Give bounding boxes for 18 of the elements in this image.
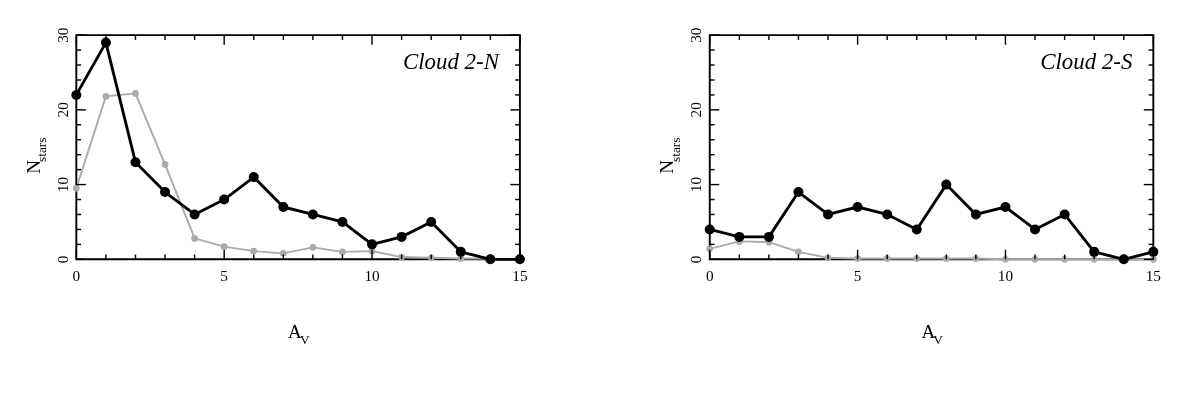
y-tick-label: 10 <box>53 176 71 193</box>
y-tick-label: 10 <box>687 176 705 193</box>
y-axis-title: Nstars <box>656 137 683 174</box>
y-tick-label: 30 <box>53 27 71 43</box>
annotation: Cloud 2-N <box>402 48 501 74</box>
y-tick-label: 30 <box>687 27 705 43</box>
y-tick-label: 20 <box>687 101 705 118</box>
x-tick-label: 15 <box>512 267 528 285</box>
y-tick-label: 20 <box>53 101 71 118</box>
x-tick-label: 10 <box>364 267 381 285</box>
y-tick-label: 0 <box>687 255 705 264</box>
y-tick-label: 0 <box>53 255 71 264</box>
x-tick-label: 5 <box>853 267 862 285</box>
x-tick-label: 5 <box>220 267 229 285</box>
y-axis-title: Nstars <box>23 137 50 174</box>
annotation: Cloud 2-S <box>1040 48 1133 74</box>
x-tick-label: 15 <box>1145 267 1162 285</box>
x-tick-label: 10 <box>997 267 1014 285</box>
